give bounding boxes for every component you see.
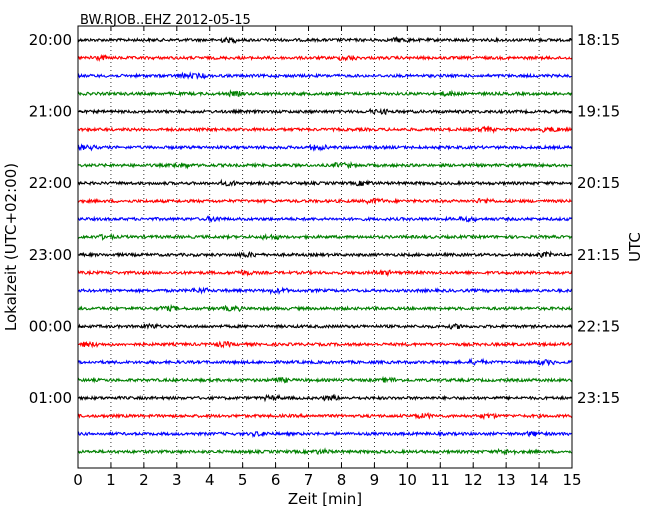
seismic-trace	[77, 286, 573, 296]
seismic-trace	[77, 375, 573, 384]
x-tick-label: 13	[497, 471, 516, 489]
y-tick-label-right: 22:15	[577, 317, 620, 335]
x-tick-label: 9	[370, 471, 380, 489]
seismic-trace	[77, 215, 573, 224]
y-tick-label-right: 18:15	[577, 31, 620, 49]
x-axis-label: Zeit [min]	[288, 490, 362, 508]
x-tick-label: 7	[304, 471, 314, 489]
trace-group	[77, 36, 573, 456]
seismic-trace	[77, 125, 573, 134]
y-axis-label-left: Lokalzeit (UTC+02:00)	[2, 163, 20, 331]
x-tick-label: 5	[238, 471, 248, 489]
x-tick-label: 8	[337, 471, 347, 489]
x-tick-label: 3	[172, 471, 182, 489]
x-tick-label: 0	[73, 471, 83, 489]
y-tick-label-right: 19:15	[577, 103, 620, 121]
seismic-trace	[77, 143, 573, 152]
seismic-trace	[77, 340, 573, 349]
seismic-trace	[77, 430, 573, 439]
y-tick-label-left: 23:00	[29, 246, 72, 264]
seismic-trace	[77, 107, 573, 116]
grid-lines	[110, 26, 540, 468]
chart-title: BW.RJOB..EHZ 2012-05-15	[80, 13, 251, 28]
y-tick-label-left: 21:00	[29, 103, 72, 121]
x-tick-label: 11	[431, 471, 450, 489]
seismic-trace	[77, 447, 573, 456]
y-tick-label-right: 20:15	[577, 174, 620, 192]
plot-frame	[77, 25, 573, 469]
x-tick-label: 6	[271, 471, 281, 489]
seismic-trace	[77, 53, 573, 62]
y-tick-label-left: 01:00	[29, 389, 72, 407]
seismic-trace	[77, 36, 573, 45]
x-tick-label: 12	[464, 471, 483, 489]
seismic-trace	[77, 250, 573, 259]
seismic-trace	[77, 268, 573, 278]
seismic-trace	[77, 178, 573, 187]
y-tick-label-left: 00:00	[29, 317, 72, 335]
seismic-trace	[77, 393, 573, 403]
y-tick-label-right: 23:15	[577, 389, 620, 407]
y-tick-label-left: 20:00	[29, 31, 72, 49]
tick-group: 0 1 2 3 4 5 6 7 8 9 10 11 12 13 14 1520:0021:0022:0023:…	[29, 26, 620, 489]
y-tick-label-left: 22:00	[29, 174, 72, 192]
seismic-trace	[77, 71, 573, 80]
x-tick-label: 14	[530, 471, 549, 489]
x-tick-label: 15	[562, 471, 581, 489]
seismic-trace	[77, 357, 573, 367]
seismic-trace	[77, 197, 573, 206]
seismic-trace	[77, 160, 573, 170]
x-tick-label: 4	[205, 471, 215, 489]
y-axis-label-right: UTC	[626, 232, 644, 262]
seismic-trace	[77, 412, 573, 421]
y-tick-label-right: 21:15	[577, 246, 620, 264]
x-tick-label: 1	[106, 471, 116, 489]
seismic-trace	[77, 303, 573, 313]
x-tick-label: 10	[398, 471, 417, 489]
seismic-trace	[78, 322, 573, 330]
seismic-trace	[77, 89, 573, 98]
seismic-trace	[77, 232, 573, 241]
x-tick-label: 2	[139, 471, 149, 489]
